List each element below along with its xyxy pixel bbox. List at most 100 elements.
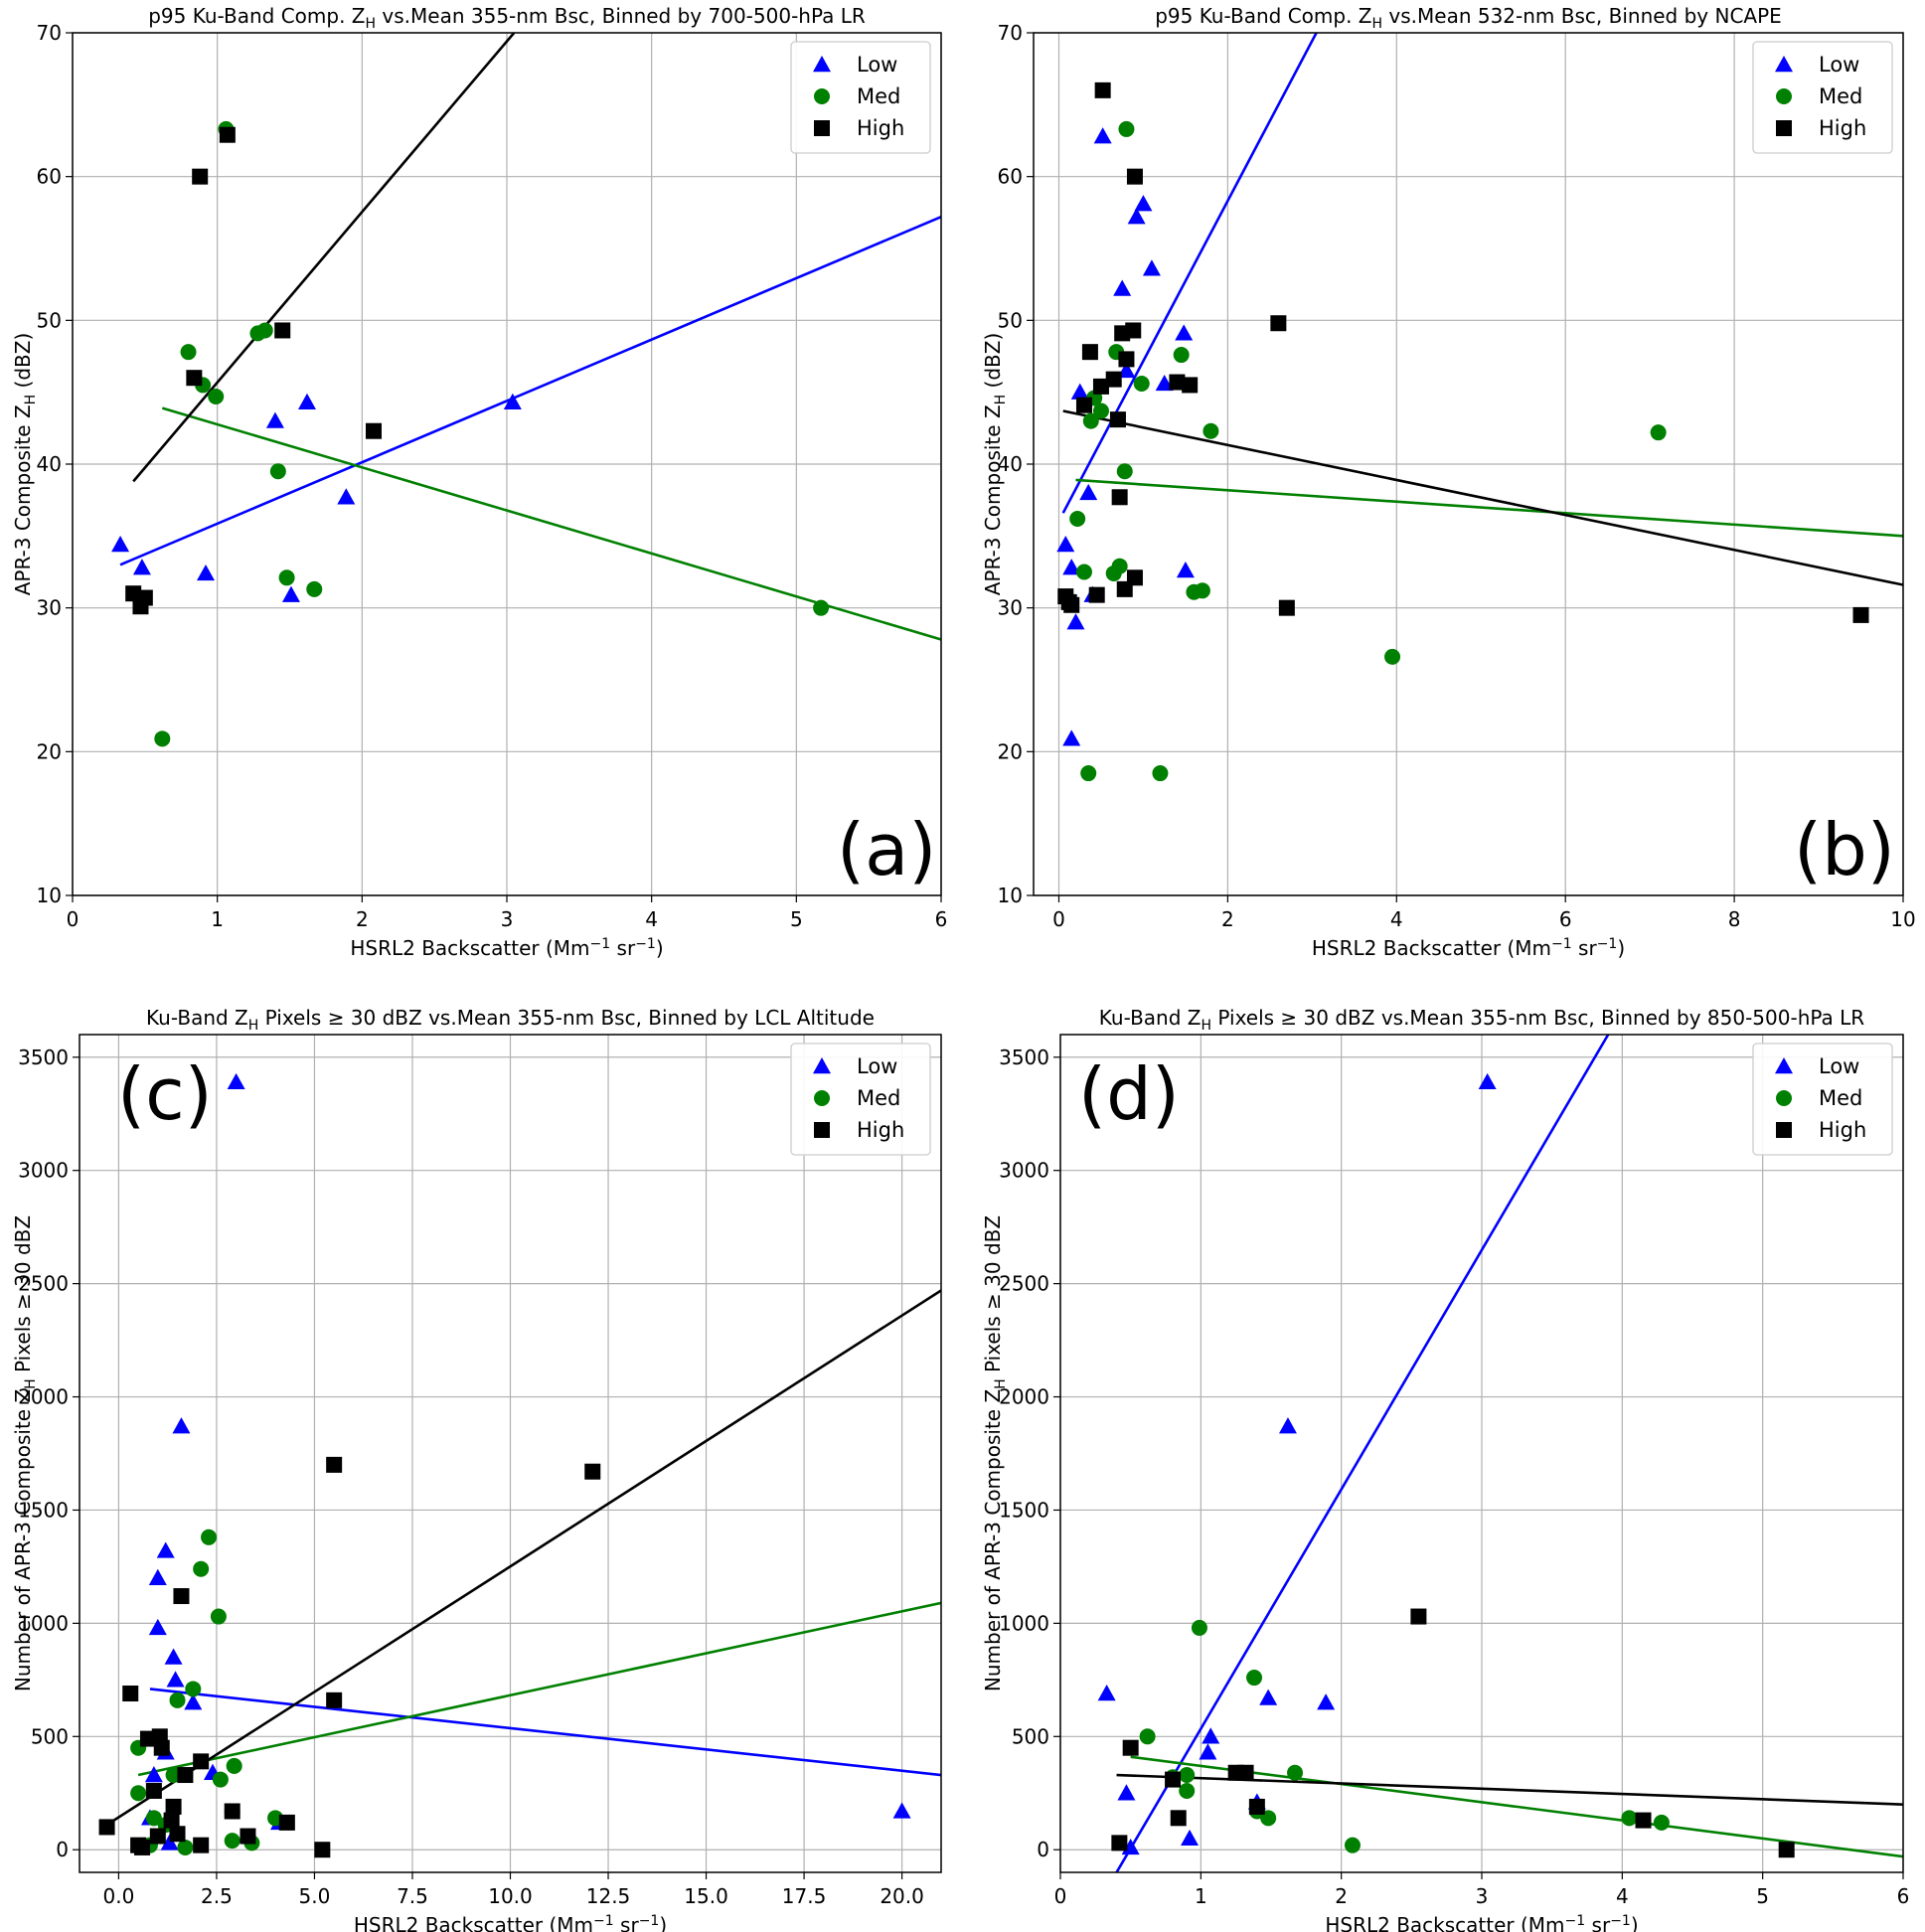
y-tick-label: 1000 [999, 1611, 1049, 1635]
y-axis-label: APR-3 Composite ZH (dBZ) [11, 333, 39, 596]
point-low [164, 1648, 183, 1665]
x-axis-label: HSRL2 Backscatter (Mm−1 sr−1) [1325, 1913, 1638, 1932]
point-high [1094, 81, 1111, 98]
legend-marker-med [1776, 88, 1792, 104]
point-med [1246, 1670, 1263, 1687]
panel-label: (d) [1078, 1052, 1180, 1136]
y-tick-label: 40 [37, 452, 62, 476]
y-tick-label: 2000 [999, 1385, 1049, 1409]
legend-marker-high [1776, 120, 1792, 136]
point-med [1191, 1619, 1207, 1636]
fit-line-low [1061, 33, 1318, 514]
point-med [1082, 412, 1099, 429]
legend-label-low: Low [857, 1054, 897, 1078]
point-high [177, 1767, 194, 1784]
point-low [1278, 1417, 1297, 1434]
fit-line-high [132, 33, 516, 483]
point-med [208, 389, 225, 405]
y-tick-label: 0 [1037, 1838, 1049, 1861]
axes-frame [79, 1034, 942, 1873]
point-med [1287, 1764, 1304, 1781]
point-med [1092, 402, 1109, 419]
x-tick-label: 1 [211, 907, 224, 931]
y-tick-label: 20 [37, 739, 62, 763]
legend-label-med: Med [857, 1086, 900, 1110]
point-high [1075, 397, 1092, 413]
point-low [1097, 1685, 1116, 1701]
point-low [1066, 613, 1085, 630]
x-tick-label: 2 [356, 907, 369, 931]
point-med [169, 1691, 186, 1708]
point-high [1125, 322, 1142, 339]
ticks: 0 2 4 6 8 10 10 20 30 40 50 60 70 [998, 21, 1916, 931]
legend-marker-med [1776, 1090, 1792, 1106]
point-med [1621, 1810, 1638, 1827]
point-high [1778, 1842, 1795, 1858]
point-med [1179, 1767, 1196, 1784]
plot-area: 0 1 2 3 4 5 6 10 20 30 40 50 60 70 Low Med High [37, 21, 948, 931]
fit-line-low [1115, 1035, 1610, 1872]
x-tick-label: 0 [1054, 1884, 1067, 1908]
point-high [326, 1456, 343, 1473]
point-high [1118, 351, 1135, 368]
point-med [201, 1529, 218, 1545]
point-med [154, 730, 171, 747]
point-med [1133, 375, 1150, 392]
panel-c: 0.0 2.5 5.0 7.5 10.0 12.5 15.0 17.5 20.0 0 500 1000… [11, 1006, 942, 1932]
panel-d: 0 1 2 3 4 5 6 0 500 1000 1500 2000 2500 3000 3500 Low Me… [981, 1006, 1909, 1932]
point-high [193, 1753, 210, 1770]
point-low [148, 1568, 167, 1586]
point-med [1152, 765, 1169, 782]
legend: Low Med High [790, 41, 931, 154]
plot-area: 0 1 2 3 4 5 6 0 500 1000 1500 2000 2500 3000 3500 Low Me… [999, 1034, 1909, 1908]
axes-frame [1059, 1034, 1904, 1873]
y-axis-label: Number of APR-3 Composite ZH Pixels ≥ 30… [981, 1215, 1009, 1691]
legend-marker-high [814, 120, 830, 136]
point-low [197, 564, 216, 581]
panel-b: 0 2 4 6 8 10 10 20 30 40 50 60 70 Low Med High p95 Ku-B… [981, 4, 1916, 960]
point-high [224, 1803, 241, 1820]
point-high [1635, 1812, 1652, 1829]
legend-marker-low [1775, 56, 1793, 73]
y-tick-label: 1500 [999, 1498, 1049, 1522]
point-low [184, 1693, 203, 1710]
point-low [297, 393, 316, 409]
point-high [1170, 1810, 1187, 1827]
point-med [193, 1560, 210, 1577]
point-med [1139, 1728, 1156, 1745]
point-med [226, 1757, 242, 1774]
point-low [132, 559, 151, 575]
ticks: 0 1 2 3 4 5 6 0 500 1000 1500 2000 2500 3000 3500 [999, 1046, 1909, 1908]
point-high [1852, 606, 1869, 623]
point-med [145, 1810, 162, 1827]
point-med [1384, 648, 1401, 665]
point-med [1111, 558, 1128, 574]
fit-line-med [137, 1601, 941, 1777]
x-axis-label: HSRL2 Backscatter (Mm−1 sr−1) [1312, 936, 1625, 960]
fit-line-high [1062, 409, 1903, 586]
y-axis-label: Number of APR-3 Composite ZH Pixels ≥ 30… [11, 1215, 39, 1691]
legend-label-low: Low [1819, 53, 1859, 77]
x-axis-label: HSRL2 Backscatter (Mm−1 sr−1) [354, 1913, 667, 1932]
point-high [98, 1819, 115, 1836]
x-tick-label: 6 [1897, 1884, 1910, 1908]
point-low [265, 411, 284, 428]
y-tick-label: 50 [998, 308, 1023, 332]
point-low [1113, 279, 1132, 296]
point-low [1117, 361, 1136, 379]
point-med [1344, 1837, 1361, 1853]
y-axis-label: APR-3 Composite ZH (dBZ) [981, 333, 1009, 596]
point-high [1063, 596, 1080, 613]
x-tick-label: 0 [1052, 907, 1065, 931]
x-tick-label: 2 [1221, 907, 1234, 931]
point-low [166, 1671, 185, 1688]
point-high [278, 1814, 295, 1831]
legend-label-med: Med [857, 84, 900, 108]
point-low [1117, 1784, 1136, 1801]
x-tick-label: 4 [1390, 907, 1403, 931]
point-med [1653, 1814, 1670, 1831]
ticks: 0.0 2.5 5.0 7.5 10.0 12.5 15.0 17.5 20.0 0 500 1000… [18, 1046, 924, 1908]
point-low [1070, 383, 1089, 400]
x-tick-label: 17.5 [782, 1884, 827, 1908]
point-high [326, 1691, 343, 1708]
